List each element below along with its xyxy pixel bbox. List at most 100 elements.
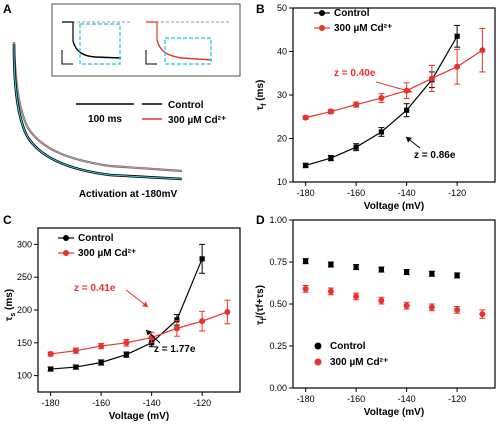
x-tick-label: -120 <box>193 398 211 408</box>
cd-point <box>403 302 410 309</box>
legend-cd-label: 300 µM Cd²⁺ <box>168 115 226 126</box>
inset-scale-bar <box>61 50 73 65</box>
control-point <box>199 256 205 262</box>
cd-point <box>353 101 360 108</box>
legend-cd-label: 300 µM Cd²⁺ <box>78 248 136 259</box>
y-tick-label: 10 <box>277 177 287 187</box>
legend-cd-marker <box>63 250 69 256</box>
x-axis-label: Voltage (mV) <box>364 407 424 418</box>
inset-control <box>61 21 132 65</box>
y-tick-label: 50 <box>277 3 287 13</box>
x-tick-label: -140 <box>143 398 161 408</box>
control-point <box>353 264 359 270</box>
inset-cd <box>145 21 230 65</box>
x-tick-label: -160 <box>347 394 365 404</box>
plot-b: -180 -160 -140 -120 10 20 30 40 50 Voltage (mV) τf… <box>255 3 496 212</box>
cd-point <box>454 63 461 70</box>
control-point <box>378 129 384 135</box>
control-point <box>429 271 435 277</box>
control-point <box>454 272 460 279</box>
z-annotation: z = 0.41e <box>74 283 116 294</box>
y-tick-label: 300 <box>17 239 32 249</box>
legend-control-marker <box>319 10 325 16</box>
y-axis-label: τf (ms) <box>255 80 268 111</box>
z-annotation: z = 0.40e <box>334 68 376 79</box>
y-axis-label: τf/(τf+τs) <box>255 285 268 325</box>
legend-cd-marker <box>314 358 322 366</box>
y-tick-label: 0.75 <box>269 257 287 267</box>
plot-c: -180 -160 -140 -120 100 150 200 250 300 Voltage (… <box>4 227 241 422</box>
legend-cd-label: 300 µM Cd²⁺ <box>334 23 392 34</box>
cd-fit-line <box>50 311 228 355</box>
annotation-arrow-head <box>406 137 412 143</box>
control-point <box>328 261 334 268</box>
plot-b-frame <box>292 7 496 183</box>
control-point <box>353 144 359 150</box>
cd-point <box>199 318 206 325</box>
control-point <box>48 366 54 372</box>
panel-a-caption: Activation at -180mV <box>79 189 178 200</box>
y-tick-label: 20 <box>277 134 287 144</box>
cd-point <box>47 350 54 357</box>
x-tick-label: -160 <box>92 398 110 408</box>
legend-control-marker <box>63 235 69 241</box>
cd-point <box>302 285 309 292</box>
control-point <box>303 162 309 169</box>
y-tick-label: 0.50 <box>269 299 287 309</box>
plot-d-frame <box>292 219 496 389</box>
control-point <box>174 317 180 323</box>
z-annotation: z = 1.77e <box>154 344 196 355</box>
cd-point <box>302 114 309 121</box>
control-point <box>328 155 334 161</box>
x-axis-label: Voltage (mV) <box>109 411 169 422</box>
cd-point <box>454 306 461 313</box>
cd-point <box>72 347 79 354</box>
inset-cd-scale-bar <box>145 50 157 65</box>
legend-control-label: Control <box>168 100 204 111</box>
x-tick-label: -160 <box>347 188 365 198</box>
x-tick-label: -140 <box>398 394 416 404</box>
control-fit-trace <box>13 43 183 180</box>
control-point <box>454 33 460 39</box>
legend-cd-label: 300 µM Cd²⁺ <box>330 357 388 368</box>
y-tick-label: 30 <box>277 90 287 100</box>
x-tick-label: -120 <box>448 188 466 198</box>
cd-point <box>98 343 105 350</box>
panel-label-d: D <box>256 213 265 227</box>
y-tick-label: 200 <box>17 305 32 315</box>
x-axis-label: Voltage (mV) <box>364 201 424 212</box>
panel-label-c: C <box>3 213 12 227</box>
control-point <box>73 364 79 370</box>
y-tick-label: 1.00 <box>269 215 287 225</box>
inset-control-trace <box>72 40 122 59</box>
annotation-arrow-head <box>142 301 148 307</box>
x-tick-label: -180 <box>42 398 60 408</box>
cd-point <box>173 325 180 332</box>
control-point <box>123 352 129 358</box>
legend-control-label: Control <box>334 8 370 19</box>
annotation-arrow-line <box>375 81 413 93</box>
x-tick-label: -140 <box>398 188 416 198</box>
cd-point <box>479 311 486 318</box>
cd-point <box>353 293 360 300</box>
annotation-arrow-head <box>146 330 152 336</box>
inset-cd-step <box>146 21 158 40</box>
control-point <box>404 269 410 275</box>
y-tick-label: 0.00 <box>269 383 287 393</box>
y-tick-label: 40 <box>277 47 287 57</box>
y-tick-label: 250 <box>17 272 32 282</box>
cd-point <box>378 297 385 304</box>
cd-point <box>428 304 435 311</box>
inset-cd-trace <box>156 39 213 61</box>
cd-fit-line <box>305 49 483 119</box>
control-point <box>98 359 104 366</box>
cd-point <box>428 75 435 82</box>
y-axis-label: τs (ms) <box>4 289 17 321</box>
y-tick-label: 150 <box>17 338 32 348</box>
legend-control-marker <box>314 342 322 350</box>
x-tick-label: -180 <box>297 188 315 198</box>
plot-d: -180 -160 -140 -120 0.00 0.25 0.50 0.75 1.00 Volt… <box>255 215 496 418</box>
control-point <box>404 107 410 113</box>
